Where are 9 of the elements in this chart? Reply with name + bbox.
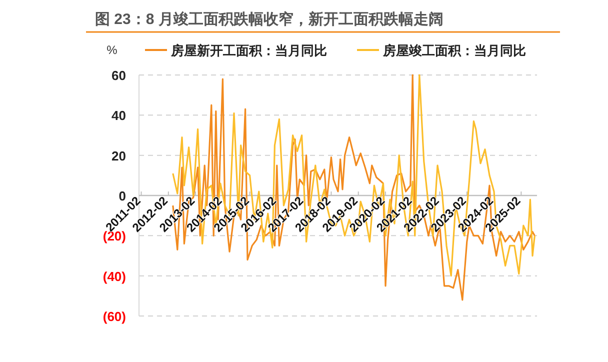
legend-label: 房屋新开工面积：当月同比 <box>170 43 327 58</box>
y-tick-label: 40 <box>112 108 126 124</box>
y-tick-label: 20 <box>112 148 126 164</box>
y-tick-label: (60) <box>102 309 126 324</box>
y-tick-label: (40) <box>102 268 126 284</box>
y-axis-title: % <box>106 43 118 57</box>
y-tick-label: 60 <box>112 68 126 83</box>
legend-label: 房屋竣工面积：当月同比 <box>382 43 526 58</box>
chart-title: 图 23：8 月竣工面积跌幅收窄，新开工面积跌幅走阔 <box>95 10 444 28</box>
